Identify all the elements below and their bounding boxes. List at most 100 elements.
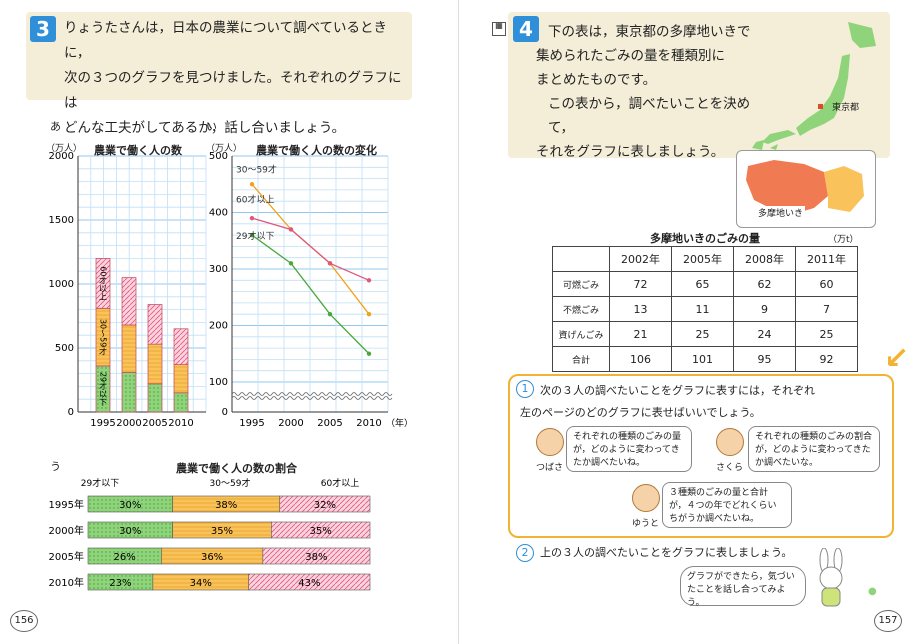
row-label: 可燃ごみ xyxy=(552,271,610,297)
x-tick-label: 2010 xyxy=(356,418,381,429)
series-label: 29才以下 xyxy=(236,230,274,242)
prompt-line: 下の表は，東京都の多摩地いきで xyxy=(548,24,751,40)
y-tick-label: 2000 xyxy=(49,151,74,162)
data-label: 38% xyxy=(215,500,237,511)
table-cell: 62 xyxy=(733,271,796,297)
data-label: 34% xyxy=(190,578,212,589)
table-cell: 11 xyxy=(671,296,734,322)
data-label: 23% xyxy=(109,578,131,589)
data-point xyxy=(327,312,333,317)
table-cell: 25 xyxy=(795,321,858,347)
table-cell: 95 xyxy=(733,346,796,372)
question-1-number: 1 xyxy=(516,380,534,398)
data-point xyxy=(249,215,255,221)
bar-segment xyxy=(121,324,137,373)
x-tick-label: 2010 xyxy=(168,418,193,429)
row-label: 資げんごみ xyxy=(552,321,610,347)
axis-break xyxy=(231,392,393,396)
question-line: 左のページのどのグラフに表せばいいでしょう。 xyxy=(520,406,761,419)
gomi-table: 2002年 2005年 2008年 2011年 可燃ごみ 72 65 62 60… xyxy=(552,246,858,372)
table-cell: 101 xyxy=(671,346,734,372)
legend-label: 30〜59才 xyxy=(210,477,251,489)
table-cell: 9 xyxy=(733,296,796,322)
x-tick-label: 2005 xyxy=(142,418,167,429)
table-corner xyxy=(552,246,610,272)
row-label: 不燃ごみ xyxy=(552,296,610,322)
question-1-text: 次の３人の調べたいことをグラフに表すには，それぞれ 左のページのどのグラフに表せ… xyxy=(520,380,880,424)
table-header: 2008年 xyxy=(733,246,796,272)
data-label: 36% xyxy=(201,552,223,563)
chart-b-title: 農業で働く人の数の変化 xyxy=(256,144,377,157)
bar-segment xyxy=(248,573,371,591)
chart-a-title: 農業で働く人の数 xyxy=(94,144,182,157)
bar-segment xyxy=(173,328,189,365)
table-cell: 24 xyxy=(733,321,796,347)
table-cell: 92 xyxy=(795,346,858,372)
y-tick-label: 100 xyxy=(209,377,228,388)
table-header-row: 2002年 2005年 2008年 2011年 xyxy=(552,246,858,272)
table-row: 可燃ごみ 72 65 62 60 xyxy=(552,271,858,297)
table-cell: 60 xyxy=(795,271,858,297)
data-point xyxy=(288,227,294,232)
data-point xyxy=(288,261,294,266)
legend-label: 60才以上 xyxy=(321,477,359,489)
x-tick-label: 1995 xyxy=(239,418,264,429)
data-point xyxy=(366,351,372,356)
data-point xyxy=(249,232,255,238)
y-tick-label: 500 xyxy=(209,151,228,162)
table-cell: 13 xyxy=(609,296,672,322)
problem-3-number: 3 xyxy=(30,16,56,42)
data-label: 30% xyxy=(119,526,141,537)
chart-a: 20001500100050001995200020052010（年）60才以上… xyxy=(49,151,210,429)
bar-segment xyxy=(147,383,163,413)
leaf-icon: ● xyxy=(868,586,877,597)
arrow-icon: ↙ xyxy=(884,341,910,376)
rabbit-speech: グラフができたら，気づいたことを話し合ってみよう。 xyxy=(680,566,806,608)
sakura-name: さくら xyxy=(716,463,744,473)
x-tick-label: 2005 xyxy=(317,418,342,429)
x-unit: （年） xyxy=(208,417,210,429)
data-label: 35% xyxy=(310,526,332,537)
tsubasa-avatar xyxy=(536,428,564,456)
prompt-line: まとめたものです。 xyxy=(536,72,657,88)
table-header: 2002年 xyxy=(609,246,672,272)
bar-segment xyxy=(147,304,163,345)
prompt-line: 次の３つのグラフを見つけました。それぞれのグラフには xyxy=(64,70,402,111)
table-cell: 106 xyxy=(609,346,672,372)
x-tick-label: 2000 xyxy=(116,418,141,429)
table-cell: 7 xyxy=(795,296,858,322)
table-header: 2011年 xyxy=(795,246,858,272)
table-row: 合計 106 101 95 92 xyxy=(552,346,858,372)
tama-map xyxy=(746,160,864,214)
prompt-line: 集められたごみの量を種類別に xyxy=(536,48,725,64)
chart-a-unit: （万人） xyxy=(46,144,83,154)
page-number-right: 157 xyxy=(874,610,902,632)
data-label: 38% xyxy=(305,552,327,563)
bar-segment xyxy=(262,547,371,565)
yuuto-name: ゆうと xyxy=(632,519,660,529)
rabbit-mascot xyxy=(819,548,843,607)
chart-b: 500 400 300 200 100 0 1995 2000 2005 2010 （年） 30〜59… xyxy=(209,151,410,429)
series-line xyxy=(251,217,370,281)
x-unit: （年） xyxy=(386,417,410,429)
tama-label: 多摩地いき xyxy=(756,206,806,219)
prompt-line: この表から，調べたいことを決めて， xyxy=(548,96,751,136)
table-cell: 25 xyxy=(671,321,734,347)
y-tick-label: 0 xyxy=(68,407,74,418)
calculator-icon: ▦ xyxy=(492,22,506,36)
table-row: 不燃ごみ 13 11 9 7 xyxy=(552,296,858,322)
bar-segment xyxy=(271,521,371,539)
chart-b-unit: （万人） xyxy=(206,144,243,154)
bar-segment xyxy=(147,343,163,385)
series-line xyxy=(251,234,370,355)
bar-segment xyxy=(121,277,137,326)
sakura-avatar xyxy=(716,428,744,456)
table-header: 2005年 xyxy=(671,246,734,272)
table-title: 多摩地いきのごみの量 xyxy=(650,232,760,245)
axis-break xyxy=(231,396,393,400)
chart-c-marker: う xyxy=(50,460,61,473)
data-label: 26% xyxy=(114,552,136,563)
series-label: 30〜59才 xyxy=(236,164,277,176)
table-cell: 72 xyxy=(609,271,672,297)
problem-3-prompt: りょうたさんは，日本の農業について調べているときに， 次の３つのグラフを見つけま… xyxy=(64,16,409,141)
